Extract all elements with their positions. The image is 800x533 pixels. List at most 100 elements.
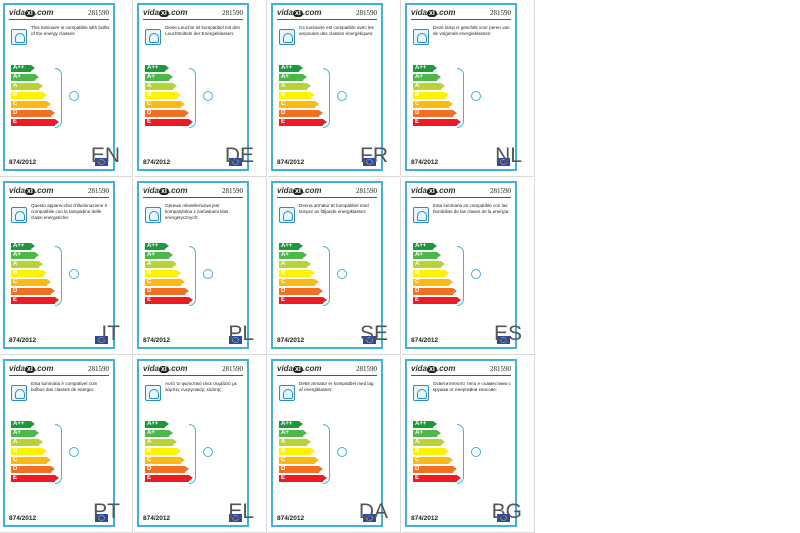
eu-flag-icon (95, 158, 108, 166)
product-code: 281590 (88, 365, 109, 373)
energy-class-bar: D (11, 288, 55, 295)
energy-class-bar: E (413, 475, 461, 482)
header-divider (411, 375, 511, 376)
energy-class-bar: A++ (11, 243, 35, 250)
energy-class-bar: E (145, 475, 193, 482)
eu-flag-icon (95, 336, 108, 344)
compatibility-text: Esta luminária é compatível com bulbos d… (31, 381, 98, 392)
product-code: 281590 (490, 365, 511, 373)
energy-class-bar: A+ (413, 430, 441, 437)
energy-class-bar: A+ (11, 430, 39, 437)
energy-class-bars: A++ A+ A B C D E (413, 421, 461, 484)
brand-logo: vida xl .com (143, 8, 188, 17)
energy-class-bar: E (11, 119, 59, 126)
energy-label-card: vida xl .com 281590 Αυτό το φωτιστικό είναι … (137, 359, 249, 527)
regulation-number: 874/2012 (9, 337, 37, 344)
bulb-icon (69, 91, 79, 101)
energy-class-bar: D (145, 466, 189, 473)
header-divider (9, 375, 109, 376)
header-divider (143, 197, 243, 198)
language-code: DA (358, 500, 388, 523)
regulation-number: 874/2012 (411, 159, 439, 166)
bulb-icon (471, 269, 481, 279)
energy-class-bar: A+ (145, 74, 173, 81)
energy-class-bars: A++ A+ A B C D E (279, 421, 327, 484)
energy-class-bar: C (413, 279, 453, 286)
energy-class-bar: A++ (145, 65, 169, 72)
regulation-number: 874/2012 (277, 337, 305, 344)
language-code: PT (93, 500, 120, 523)
energy-class-bars: A++ A+ A B C D E (279, 65, 327, 128)
lamp-icon (413, 29, 429, 45)
compatibility-text: Diese Leuchte ist kompatibel mit den Leu… (165, 25, 241, 36)
class-range-brace (323, 424, 330, 484)
regulation-number: 874/2012 (411, 515, 439, 522)
compatibility-text: Oprawa oświetleniowa jest kompatybilna z… (165, 203, 229, 220)
product-code: 281590 (356, 365, 377, 373)
energy-class-bar: A+ (145, 252, 173, 259)
regulation-number: 874/2012 (277, 159, 305, 166)
energy-label-card: vida xl .com 281590 This luminaire is compat… (3, 3, 115, 171)
energy-class-bar: C (279, 279, 319, 286)
energy-class-bar: E (11, 297, 59, 304)
class-range-brace (323, 68, 330, 128)
energy-class-bars: A++ A+ A B C D E (145, 243, 193, 306)
bulb-icon (203, 91, 213, 101)
brand-logo: vida xl .com (9, 186, 54, 195)
product-code: 281590 (490, 9, 511, 17)
energy-label-card: vida xl .com 281590 Denna armatur är kompati… (271, 181, 383, 349)
energy-class-bar: E (279, 475, 327, 482)
header-divider (277, 197, 377, 198)
label-cell-pt: vida xl .com 281590 Esta luminária é compatí… (0, 356, 133, 533)
product-code: 281590 (88, 187, 109, 195)
lamp-icon (413, 207, 429, 223)
header-divider (143, 19, 243, 20)
header-divider (9, 197, 109, 198)
header-divider (411, 197, 511, 198)
energy-class-bar: A (11, 439, 43, 446)
language-code: EN (90, 144, 120, 167)
compatibility-text: Αυτό το φωτιστικό είναι συμβατό με λάμπε… (165, 381, 237, 392)
energy-class-bar: D (145, 288, 189, 295)
class-range-brace (189, 424, 196, 484)
energy-class-bar: D (279, 466, 323, 473)
bulb-icon (203, 447, 213, 457)
language-code: EL (228, 500, 254, 523)
product-code: 281590 (356, 187, 377, 195)
energy-label-card: vida xl .com 281590 Осветителното тяло е съв… (405, 359, 517, 527)
product-code: 281590 (222, 187, 243, 195)
energy-class-bar: B (145, 92, 181, 99)
regulation-number: 874/2012 (143, 337, 171, 344)
class-range-brace (189, 246, 196, 306)
energy-class-bar: A (413, 439, 445, 446)
energy-class-bar: A+ (11, 252, 39, 259)
energy-label-card: vida xl .com 281590 Ce luminaire est compati… (271, 3, 383, 171)
energy-class-bar: A++ (279, 65, 303, 72)
energy-class-bar: A+ (279, 430, 307, 437)
eu-flag-icon (229, 158, 242, 166)
energy-class-bars: A++ A+ A B C D E (145, 421, 193, 484)
regulation-number: 874/2012 (143, 159, 171, 166)
energy-class-bar: A++ (413, 65, 437, 72)
energy-class-bar: B (145, 270, 181, 277)
compatibility-text: Denna armatur är kompatibel med lampor a… (299, 203, 369, 214)
energy-class-bar: A+ (279, 74, 307, 81)
brand-logo: vida xl .com (143, 364, 188, 373)
energy-class-bar: C (279, 457, 319, 464)
header-divider (277, 19, 377, 20)
language-code: DE (224, 144, 254, 167)
compatibility-text: Dette armatur er kompatibel med lag af e… (299, 381, 374, 392)
energy-label-card: vida xl .com 281590 Questo apparecchio d'ill… (3, 181, 115, 349)
label-cell-it: vida xl .com 281590 Questo apparecchio d'ill… (0, 178, 133, 355)
class-range-brace (457, 68, 464, 128)
energy-class-bar: A++ (145, 243, 169, 250)
label-cell-nl: vida xl .com 281590 Deze lamp is geschikt vo… (402, 0, 535, 177)
product-code: 281590 (222, 365, 243, 373)
eu-flag-icon (363, 336, 376, 344)
lamp-icon (413, 385, 429, 401)
bulb-icon (203, 269, 213, 279)
energy-class-bar: D (11, 110, 55, 117)
brand-logo: vida xl .com (411, 364, 456, 373)
energy-class-bar: A (279, 83, 311, 90)
